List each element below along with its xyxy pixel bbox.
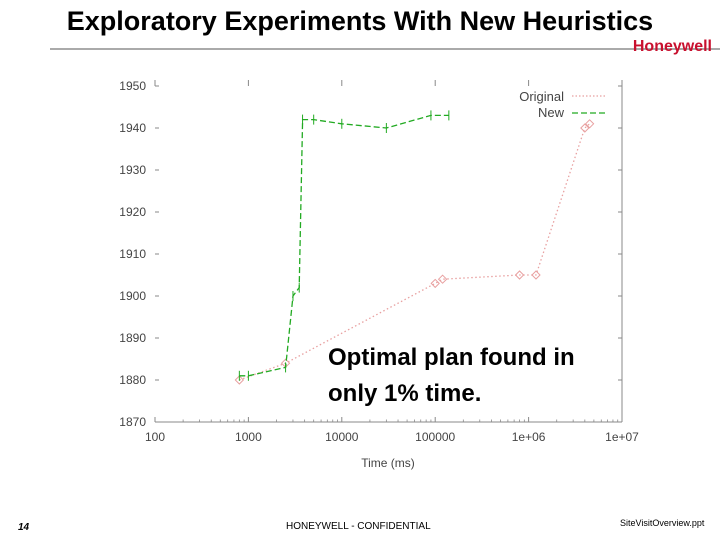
legend-label-new: New <box>538 105 565 120</box>
title-rule <box>50 48 720 50</box>
x-tick-label: 10000 <box>325 430 359 444</box>
file-name: SiteVisitOverview.ppt <box>620 518 705 528</box>
slide-title: Exploratory Experiments With New Heurist… <box>66 6 654 36</box>
data-point-original <box>430 278 440 289</box>
y-tick-label: 1940 <box>119 121 146 135</box>
series-line-new <box>239 114 449 377</box>
legend-label-original: Original <box>519 89 564 104</box>
annotation-line-1: Optimal plan found in <box>328 344 575 371</box>
data-point-original <box>234 375 245 385</box>
data-point-original <box>580 123 590 133</box>
data-point-original <box>280 358 291 368</box>
x-tick-label: 1000 <box>235 430 262 444</box>
y-tick-label: 1950 <box>119 79 146 93</box>
y-tick-label: 1900 <box>119 289 146 303</box>
y-tick-label: 1880 <box>119 373 146 387</box>
x-tick-label: 100 <box>145 430 165 444</box>
data-point-original <box>531 270 541 280</box>
y-tick-label: 1920 <box>119 205 146 219</box>
data-point-original <box>584 119 595 129</box>
x-axis-label: Time (ms) <box>361 456 415 470</box>
y-tick-label: 1870 <box>119 415 146 429</box>
x-tick-label: 1e+06 <box>512 430 546 444</box>
legend: Original New <box>519 89 606 120</box>
data-point-original <box>514 270 525 280</box>
series-layer <box>234 110 595 385</box>
honeywell-logo: Honeywell <box>632 38 712 55</box>
confidential-notice: HONEYWELL - CONFIDENTIAL <box>286 521 431 532</box>
annotation: Optimal plan found in only 1% time. <box>328 340 628 412</box>
axis-layer: 1870 1880 1890 1900 1910 1920 1930 1940 1950 100 1… <box>119 79 639 444</box>
x-tick-label: 100000 <box>415 430 455 444</box>
y-tick-label: 1890 <box>119 331 146 345</box>
x-tick-label: 1e+07 <box>605 430 639 444</box>
y-tick-label: 1930 <box>119 163 146 177</box>
page-number: 14 <box>18 522 30 533</box>
annotation-line-2: only 1% time. <box>328 380 482 407</box>
data-point-original <box>437 274 448 284</box>
y-tick-label: 1910 <box>119 247 146 261</box>
